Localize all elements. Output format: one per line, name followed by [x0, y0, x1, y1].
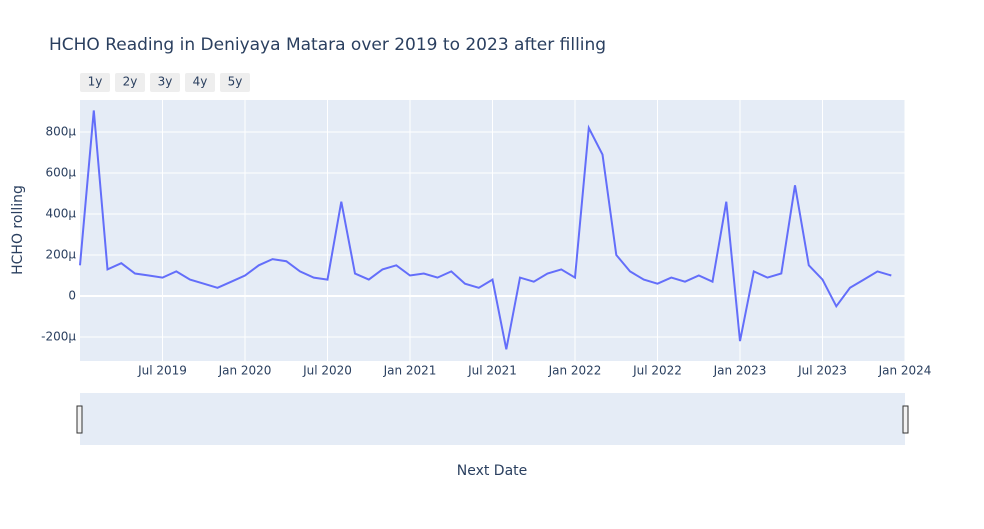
range-button-label[interactable]: 3y: [158, 75, 173, 89]
y-tick-label: -200µ: [41, 330, 76, 344]
range-button[interactable]: [80, 73, 110, 92]
chart-title: HCHO Reading in Deniyaya Matara over 201…: [49, 35, 606, 55]
x-tick-label: Jul 2023: [797, 364, 847, 378]
x-tick-label: Jan 2023: [713, 364, 767, 378]
x-tick-label: Jan 2021: [383, 364, 437, 378]
x-tick-label: Jul 2019: [137, 364, 187, 378]
data-line: [79, 110, 892, 350]
y-tick-label: 600µ: [45, 165, 76, 179]
range-button[interactable]: [185, 73, 215, 92]
y-axis-title: HCHO rolling: [10, 185, 26, 275]
y-tick-label: 200µ: [45, 248, 76, 262]
x-tick-label: Jan 2022: [548, 364, 602, 378]
range-handle[interactable]: [76, 405, 83, 434]
x-axis-title: Next Date: [457, 463, 528, 479]
range-slider[interactable]: [80, 393, 905, 445]
range-button[interactable]: [115, 73, 145, 92]
range-handle[interactable]: [902, 405, 909, 434]
range-button-label[interactable]: 2y: [123, 75, 138, 89]
y-tick-label: 0: [68, 289, 76, 303]
x-tick-label: Jul 2022: [632, 364, 682, 378]
range-button[interactable]: [150, 73, 180, 92]
x-tick-label: Jan 2020: [218, 364, 272, 378]
range-button-label[interactable]: 5y: [228, 75, 243, 89]
x-tick-label: Jan 2024: [878, 364, 932, 378]
y-tick-label: 400µ: [45, 206, 76, 220]
x-tick-label: Jul 2021: [467, 364, 517, 378]
range-button-label[interactable]: 4y: [193, 75, 208, 89]
range-button[interactable]: [220, 73, 250, 92]
range-button-label[interactable]: 1y: [88, 75, 103, 89]
y-tick-label: 800µ: [45, 124, 76, 138]
x-tick-label: Jul 2020: [302, 364, 352, 378]
